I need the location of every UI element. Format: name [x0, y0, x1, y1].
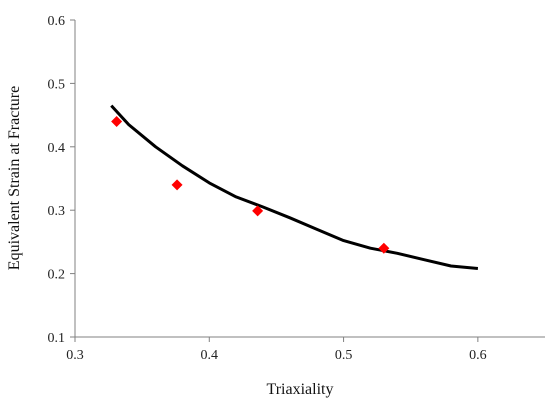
fracture-curve-line [110, 104, 479, 270]
x-tick-label: 0.5 [335, 348, 353, 363]
x-tick-label: 0.6 [469, 348, 487, 363]
data-point-diamond [252, 205, 264, 217]
y-axis-ticks: 0.1 0.2 0.3 0.4 0.5 0.6 [48, 14, 75, 346]
data-point-diamond [171, 179, 183, 191]
y-tick-label: 0.3 [48, 204, 66, 219]
data-point-diamond [378, 242, 390, 254]
y-tick-label: 0.2 [48, 268, 66, 283]
x-tick-label: 0.3 [66, 348, 84, 363]
y-tick-label: 0.4 [48, 141, 66, 156]
series-layer [110, 104, 479, 270]
y-tick-label: 0.6 [48, 14, 66, 29]
data-point-diamond [111, 115, 123, 127]
y-tick-label: 0.5 [48, 77, 66, 92]
axes [74, 20, 545, 338]
x-axis-ticks: 0.3 0.4 0.5 0.6 [66, 337, 487, 363]
x-axis-title: Triaxiality [267, 381, 334, 398]
y-tick-label: 0.1 [48, 331, 66, 346]
y-axis-title: Equivalent Strain at Fracture [6, 86, 23, 270]
x-tick-label: 0.4 [201, 348, 219, 363]
